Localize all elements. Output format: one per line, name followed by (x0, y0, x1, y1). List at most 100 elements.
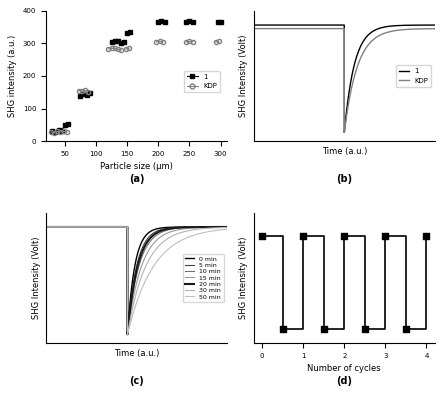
KDP (427, 26, 432, 31)
X-axis label: Time (a.u.): Time (a.u.) (322, 147, 367, 156)
Legend: 0 min, 5 min, 10 min, 15 min, 20 min, 30 min, 50 min: 0 min, 5 min, 10 min, 15 min, 20 min, 30… (183, 254, 224, 302)
Line: 50 min: 50 min (46, 227, 227, 335)
10 min (219, 224, 224, 229)
Y-axis label: SHG Intensity (Volt): SHG Intensity (Volt) (31, 237, 41, 319)
10 min (224, 224, 229, 229)
Point (361, 326, 369, 332)
Line: 30 min: 30 min (46, 227, 227, 335)
10 min (125, 332, 130, 337)
0 min (186, 224, 191, 229)
10 min (132, 285, 137, 289)
Legend: 1, KDP: 1, KDP (184, 71, 220, 92)
Title: (c): (c) (129, 376, 144, 386)
20 min (53, 224, 58, 229)
0 min (132, 267, 137, 272)
Point (382, 233, 389, 239)
0 min (219, 224, 224, 229)
Y-axis label: SHG intensity (a.u.): SHG intensity (a.u.) (8, 35, 17, 117)
30 min (53, 224, 58, 229)
KDP (251, 26, 256, 31)
5 min (127, 312, 132, 317)
5 min (224, 224, 229, 229)
15 min (186, 226, 191, 231)
Point (402, 326, 409, 332)
20 min (127, 314, 132, 319)
Title: (b): (b) (336, 174, 352, 184)
0 min (125, 332, 130, 337)
5 min (43, 224, 49, 229)
1 (394, 23, 399, 28)
1 (427, 23, 432, 27)
KDP (342, 130, 347, 135)
1 (432, 23, 437, 27)
30 min (219, 225, 224, 230)
15 min (125, 332, 130, 337)
Line: KDP: KDP (254, 29, 435, 133)
0 min (224, 224, 229, 229)
50 min (219, 227, 224, 232)
Point (259, 233, 266, 239)
0 min (219, 224, 224, 229)
10 min (127, 316, 132, 321)
Point (279, 326, 286, 332)
20 min (186, 225, 191, 230)
5 min (125, 332, 130, 337)
1 (427, 23, 432, 27)
Line: 20 min: 20 min (46, 227, 227, 334)
Title: (a): (a) (129, 174, 144, 184)
Point (341, 233, 348, 239)
Line: 1: 1 (254, 25, 435, 133)
Line: 5 min: 5 min (46, 227, 227, 334)
1 (251, 23, 256, 27)
X-axis label: Time (a.u.): Time (a.u.) (114, 349, 159, 358)
10 min (43, 224, 49, 229)
0 min (127, 308, 132, 313)
30 min (132, 299, 137, 304)
5 min (186, 225, 191, 230)
30 min (125, 332, 130, 337)
50 min (43, 224, 49, 229)
50 min (132, 308, 137, 313)
20 min (43, 224, 49, 229)
5 min (132, 276, 137, 281)
Y-axis label: SHG Intensity (Volt): SHG Intensity (Volt) (239, 35, 249, 117)
20 min (224, 224, 229, 229)
30 min (43, 224, 49, 229)
Point (423, 233, 430, 239)
30 min (219, 225, 224, 230)
X-axis label: Particle size (μm): Particle size (μm) (100, 162, 173, 172)
20 min (125, 332, 130, 337)
15 min (127, 319, 132, 324)
30 min (127, 322, 132, 327)
1 (342, 130, 347, 135)
10 min (53, 224, 58, 229)
50 min (53, 224, 58, 229)
Line: 0 min: 0 min (46, 227, 227, 334)
50 min (125, 332, 130, 337)
KDP (432, 26, 437, 31)
Point (320, 326, 327, 332)
10 min (219, 224, 224, 229)
15 min (53, 224, 58, 229)
0 min (43, 224, 49, 229)
10 min (186, 225, 191, 230)
30 min (186, 228, 191, 233)
Line: 10 min: 10 min (46, 227, 227, 334)
KDP (260, 26, 266, 31)
Line: 15 min: 15 min (46, 227, 227, 334)
20 min (219, 224, 224, 229)
Y-axis label: SHG Intensity (Volt): SHG Intensity (Volt) (239, 237, 249, 319)
X-axis label: Number of cycles: Number of cycles (307, 364, 381, 373)
Title: (d): (d) (336, 376, 352, 386)
15 min (132, 291, 137, 296)
15 min (224, 224, 229, 229)
Point (299, 233, 307, 239)
1 (339, 23, 345, 27)
Legend: 1, KDP: 1, KDP (396, 66, 431, 86)
KDP (394, 28, 399, 33)
15 min (219, 225, 224, 230)
KDP (339, 26, 345, 31)
5 min (53, 224, 58, 229)
1 (334, 23, 340, 27)
20 min (219, 224, 224, 229)
